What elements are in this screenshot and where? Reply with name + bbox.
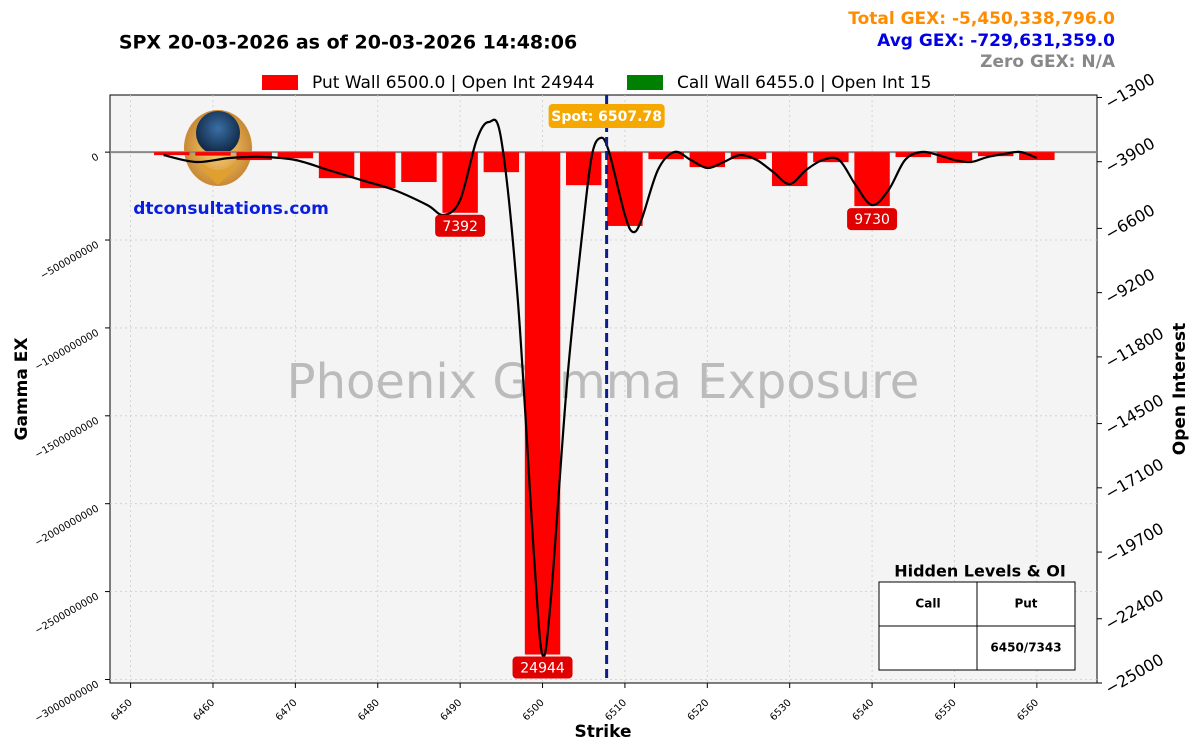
bar [483,152,520,173]
avg-gex: Avg GEX: -729,631,359.0 [877,31,1115,51]
y-tick-label: −3000000000 [33,679,101,725]
x-tick-label: 6510 [603,697,629,723]
bar [936,152,973,164]
y-tick-label: −1000000000 [33,328,101,374]
x-tick-label: 6470 [274,697,300,723]
bar-label-box [512,656,573,679]
y-tick-label: −500000000 [39,240,101,282]
bar-label: 9730 [854,212,890,228]
bar [318,152,355,179]
x-tick-label: 6560 [1015,697,1041,723]
bar [360,152,396,189]
x-tick-label: 6490 [439,697,465,723]
bar [854,152,890,207]
site-label: dtconsultations.com [133,199,329,219]
bar [771,152,808,187]
bar [524,152,561,655]
x-tick-label: 6480 [356,697,382,723]
y-tick-label: −2000000000 [33,503,101,549]
bar-label: 7392 [442,219,478,235]
y2-tick-label: −9200 [1102,264,1158,308]
y2-tick-label: −6600 [1102,200,1158,244]
chart-title: SPX 20-03-2026 as of 20-03-2026 14:48:06 [119,32,577,54]
bar [442,152,478,213]
table-cell: 6450/7343 [990,641,1061,655]
bar [195,152,231,156]
bar-label-box [847,208,898,231]
zero-gex: Zero GEX: N/A [980,52,1116,72]
y2-tick-label: −1300 [1102,69,1158,113]
legend-label: Put Wall 6500.0 | Open Int 24944 [312,73,595,93]
x-tick-label: 6540 [851,697,877,723]
x-tick-label: 6550 [933,697,959,723]
bar-label: 24944 [520,661,565,677]
y-tick-label: −2500000000 [33,591,101,637]
y2-tick-label: −14500 [1102,390,1167,439]
y-axis-label: Gamma EX [12,338,32,441]
table-header: Put [1014,597,1037,611]
x-tick-label: 6530 [768,697,794,723]
y2-tick-label: −19700 [1102,519,1167,568]
bar-label-box [435,214,486,237]
total-gex: Total GEX: -5,450,338,796.0 [848,9,1115,29]
x-axis-label: Strike [575,722,632,742]
x-tick-label: 6450 [109,697,135,723]
legend-swatch [627,75,663,90]
spot-label: Spot: 6507.78 [551,109,662,125]
y2-tick-label: −25000 [1102,650,1167,699]
oi-curve [163,118,1038,658]
logo [184,110,252,186]
bar [977,152,1014,157]
hidden-levels-table: Hidden Levels & OI Call Put 6450/7343 [878,562,1076,671]
legend-label: Call Wall 6455.0 | Open Int 15 [677,73,931,93]
y2-tick-label: −17100 [1102,455,1167,504]
table-header: Call [915,597,940,611]
y2-axis-label: Open Interest [1170,323,1190,455]
y-tick-label: 0 [90,152,101,165]
bar [1019,152,1055,161]
bar [566,152,602,186]
legend-swatch [262,75,298,90]
spot-label-box [548,104,665,128]
watermark: Phoenix Gamma Exposure [287,354,920,410]
table-title: Hidden Levels & OI [894,562,1066,581]
y2-tick-label: −3900 [1102,134,1158,178]
bar [277,152,314,159]
bar [648,152,684,160]
x-tick-label: 6500 [521,697,547,723]
x-tick-label: 6520 [686,697,712,723]
bar [401,152,437,183]
y2-tick-label: −22400 [1102,586,1167,635]
bar [154,152,190,156]
y2-tick-label: −11800 [1102,324,1167,373]
y-tick-label: −1500000000 [33,415,101,461]
x-tick-label: 6460 [191,697,217,723]
